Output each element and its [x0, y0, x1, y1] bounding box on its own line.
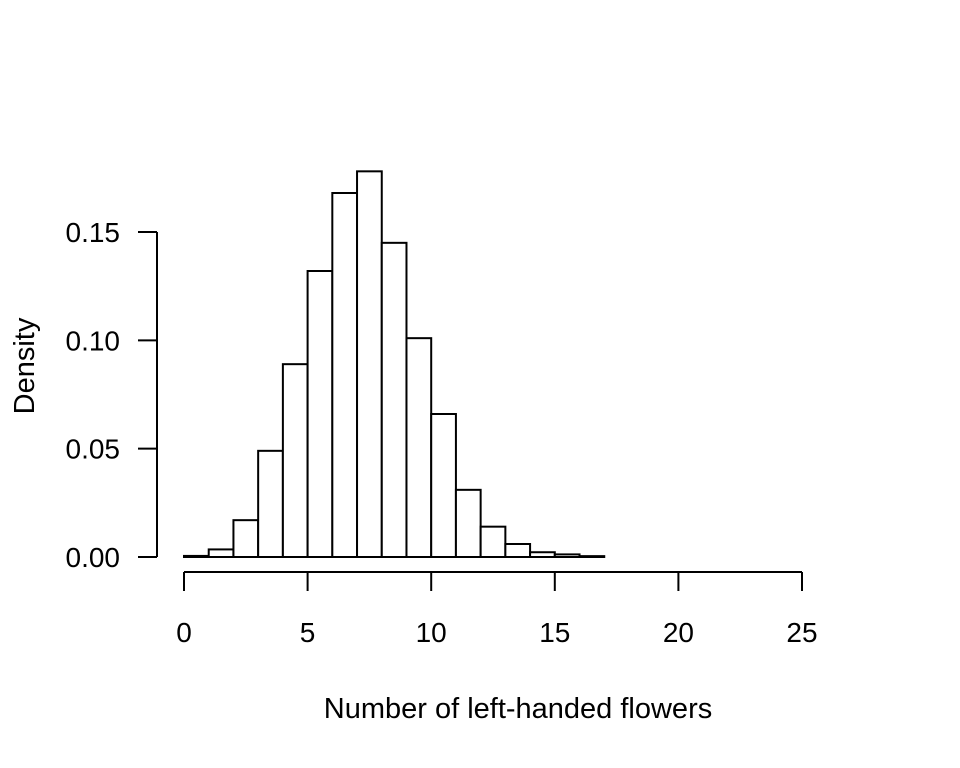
x-tick-label: 20 — [663, 617, 694, 648]
x-tick-label: 5 — [300, 617, 316, 648]
y-tick-label: 0.05 — [66, 434, 121, 465]
histogram-bar-2 — [232, 519, 260, 559]
y-axis: 0.00 0.05 0.10 0.15 — [66, 217, 158, 573]
x-tick-label: 10 — [416, 617, 447, 648]
x-tick-label: 25 — [786, 617, 817, 648]
histogram-bar-10 — [430, 413, 457, 558]
histogram-bars — [183, 170, 606, 559]
histogram-bar-8 — [380, 241, 408, 558]
histogram-bar-16 — [578, 555, 606, 559]
histogram-bar-1 — [207, 548, 235, 559]
histogram-bar-12 — [479, 525, 507, 559]
histogram-bar-4 — [281, 363, 309, 558]
histogram-bar-15 — [553, 553, 581, 559]
y-axis-title: Density — [9, 317, 41, 414]
histogram-bar-0 — [183, 554, 210, 559]
x-axis: 0 5 10 15 20 25 — [176, 571, 818, 648]
histogram-bar-6 — [331, 192, 359, 558]
x-tick-label: 15 — [539, 617, 570, 648]
x-axis-title: Number of left-handed flowers — [324, 693, 712, 725]
histogram-bar-14 — [529, 551, 556, 559]
y-tick-label: 0.15 — [66, 217, 121, 248]
histogram-bar-13 — [504, 543, 532, 558]
y-tick-label: 0.10 — [66, 325, 121, 356]
x-tick-label: 0 — [176, 617, 192, 648]
histogram-bar-11 — [454, 488, 482, 559]
histogram-bar-7 — [356, 170, 383, 558]
histogram-bar-5 — [306, 270, 334, 558]
histogram-bar-3 — [257, 449, 284, 559]
histogram-bar-9 — [405, 337, 433, 558]
y-tick-label: 0.00 — [66, 542, 121, 573]
